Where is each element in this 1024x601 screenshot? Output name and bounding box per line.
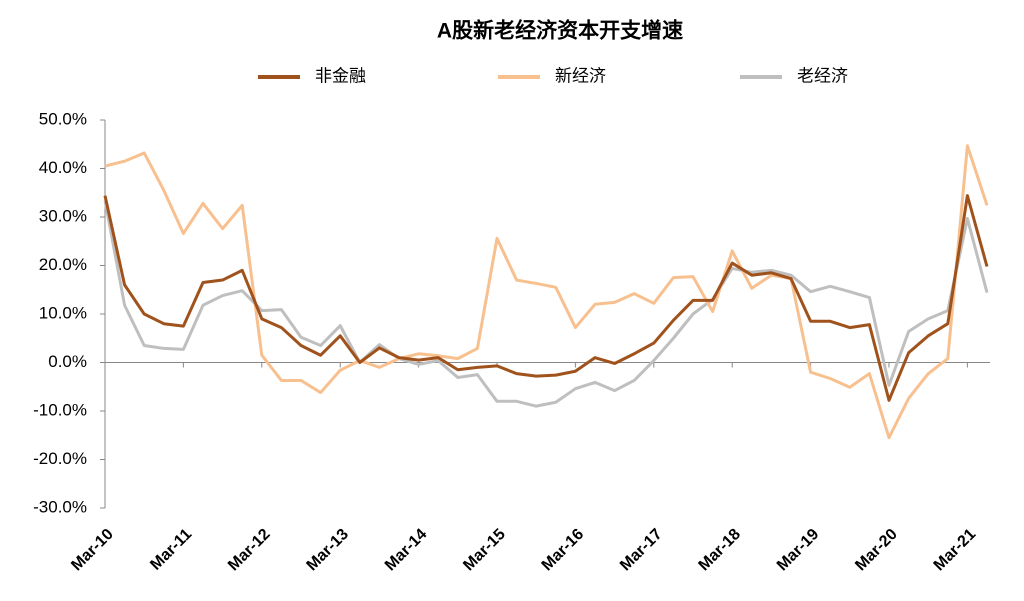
x-tick-label: Mar-15 <box>460 526 509 575</box>
y-tick-label: -30.0% <box>33 497 87 516</box>
legend-label: 老经济 <box>797 66 848 85</box>
legend-label: 新经济 <box>555 66 606 85</box>
y-tick-label: 0.0% <box>48 352 87 371</box>
x-tick-label: Mar-21 <box>931 526 980 575</box>
y-tick-label: -10.0% <box>33 400 87 419</box>
y-tick-label: 30.0% <box>39 206 87 225</box>
y-tick-label: 50.0% <box>39 109 87 128</box>
x-tick-label: Mar-19 <box>774 526 823 575</box>
x-tick-label: Mar-20 <box>852 526 901 575</box>
series-line <box>103 194 989 402</box>
x-tick-label: Mar-18 <box>696 526 745 575</box>
x-tick-label: Mar-17 <box>617 526 666 575</box>
legend-label: 非金融 <box>315 66 366 85</box>
y-tick-label: 10.0% <box>39 303 87 322</box>
x-tick-label: Mar-16 <box>539 526 588 575</box>
x-tick-label: Mar-10 <box>68 526 117 575</box>
y-tick-label: 40.0% <box>39 158 87 177</box>
chart-title: A股新老经济资本开支增速 <box>437 19 683 43</box>
y-tick-label: 20.0% <box>39 255 87 274</box>
x-tick-label: Mar-12 <box>225 526 274 575</box>
x-tick-label: Mar-11 <box>147 526 195 574</box>
x-tick-label: Mar-14 <box>382 526 431 575</box>
series-line <box>104 144 989 440</box>
x-tick-label: Mar-13 <box>304 526 353 575</box>
series-line <box>103 200 989 408</box>
y-tick-label: -20.0% <box>33 449 87 468</box>
